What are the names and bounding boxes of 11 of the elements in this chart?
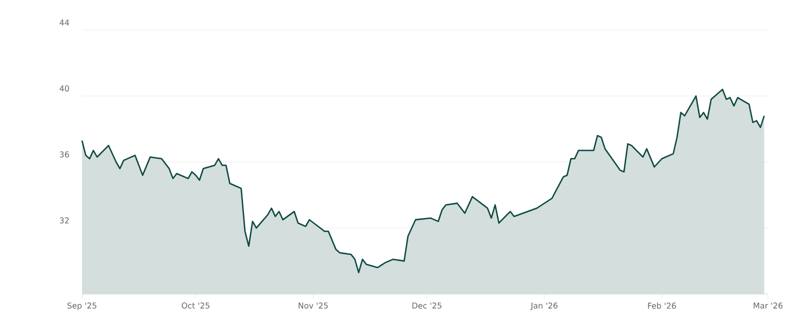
y-tick-label: 44 xyxy=(60,20,70,26)
x-tick-label: Jan '26 xyxy=(530,302,558,310)
x-tick-label: Mar '26 xyxy=(754,302,782,309)
y-tick-label: 36 xyxy=(60,151,69,158)
x-tick-label: Sep '25 xyxy=(68,302,96,310)
y-tick-label: 40 xyxy=(60,85,69,92)
y-tick-label: 32 xyxy=(60,217,69,224)
x-tick-label: Dec '25 xyxy=(412,302,442,309)
x-tick-label: Nov '25 xyxy=(298,302,328,309)
x-tick-label: Oct '25 xyxy=(182,302,210,309)
x-tick-label: Feb '26 xyxy=(648,302,676,309)
